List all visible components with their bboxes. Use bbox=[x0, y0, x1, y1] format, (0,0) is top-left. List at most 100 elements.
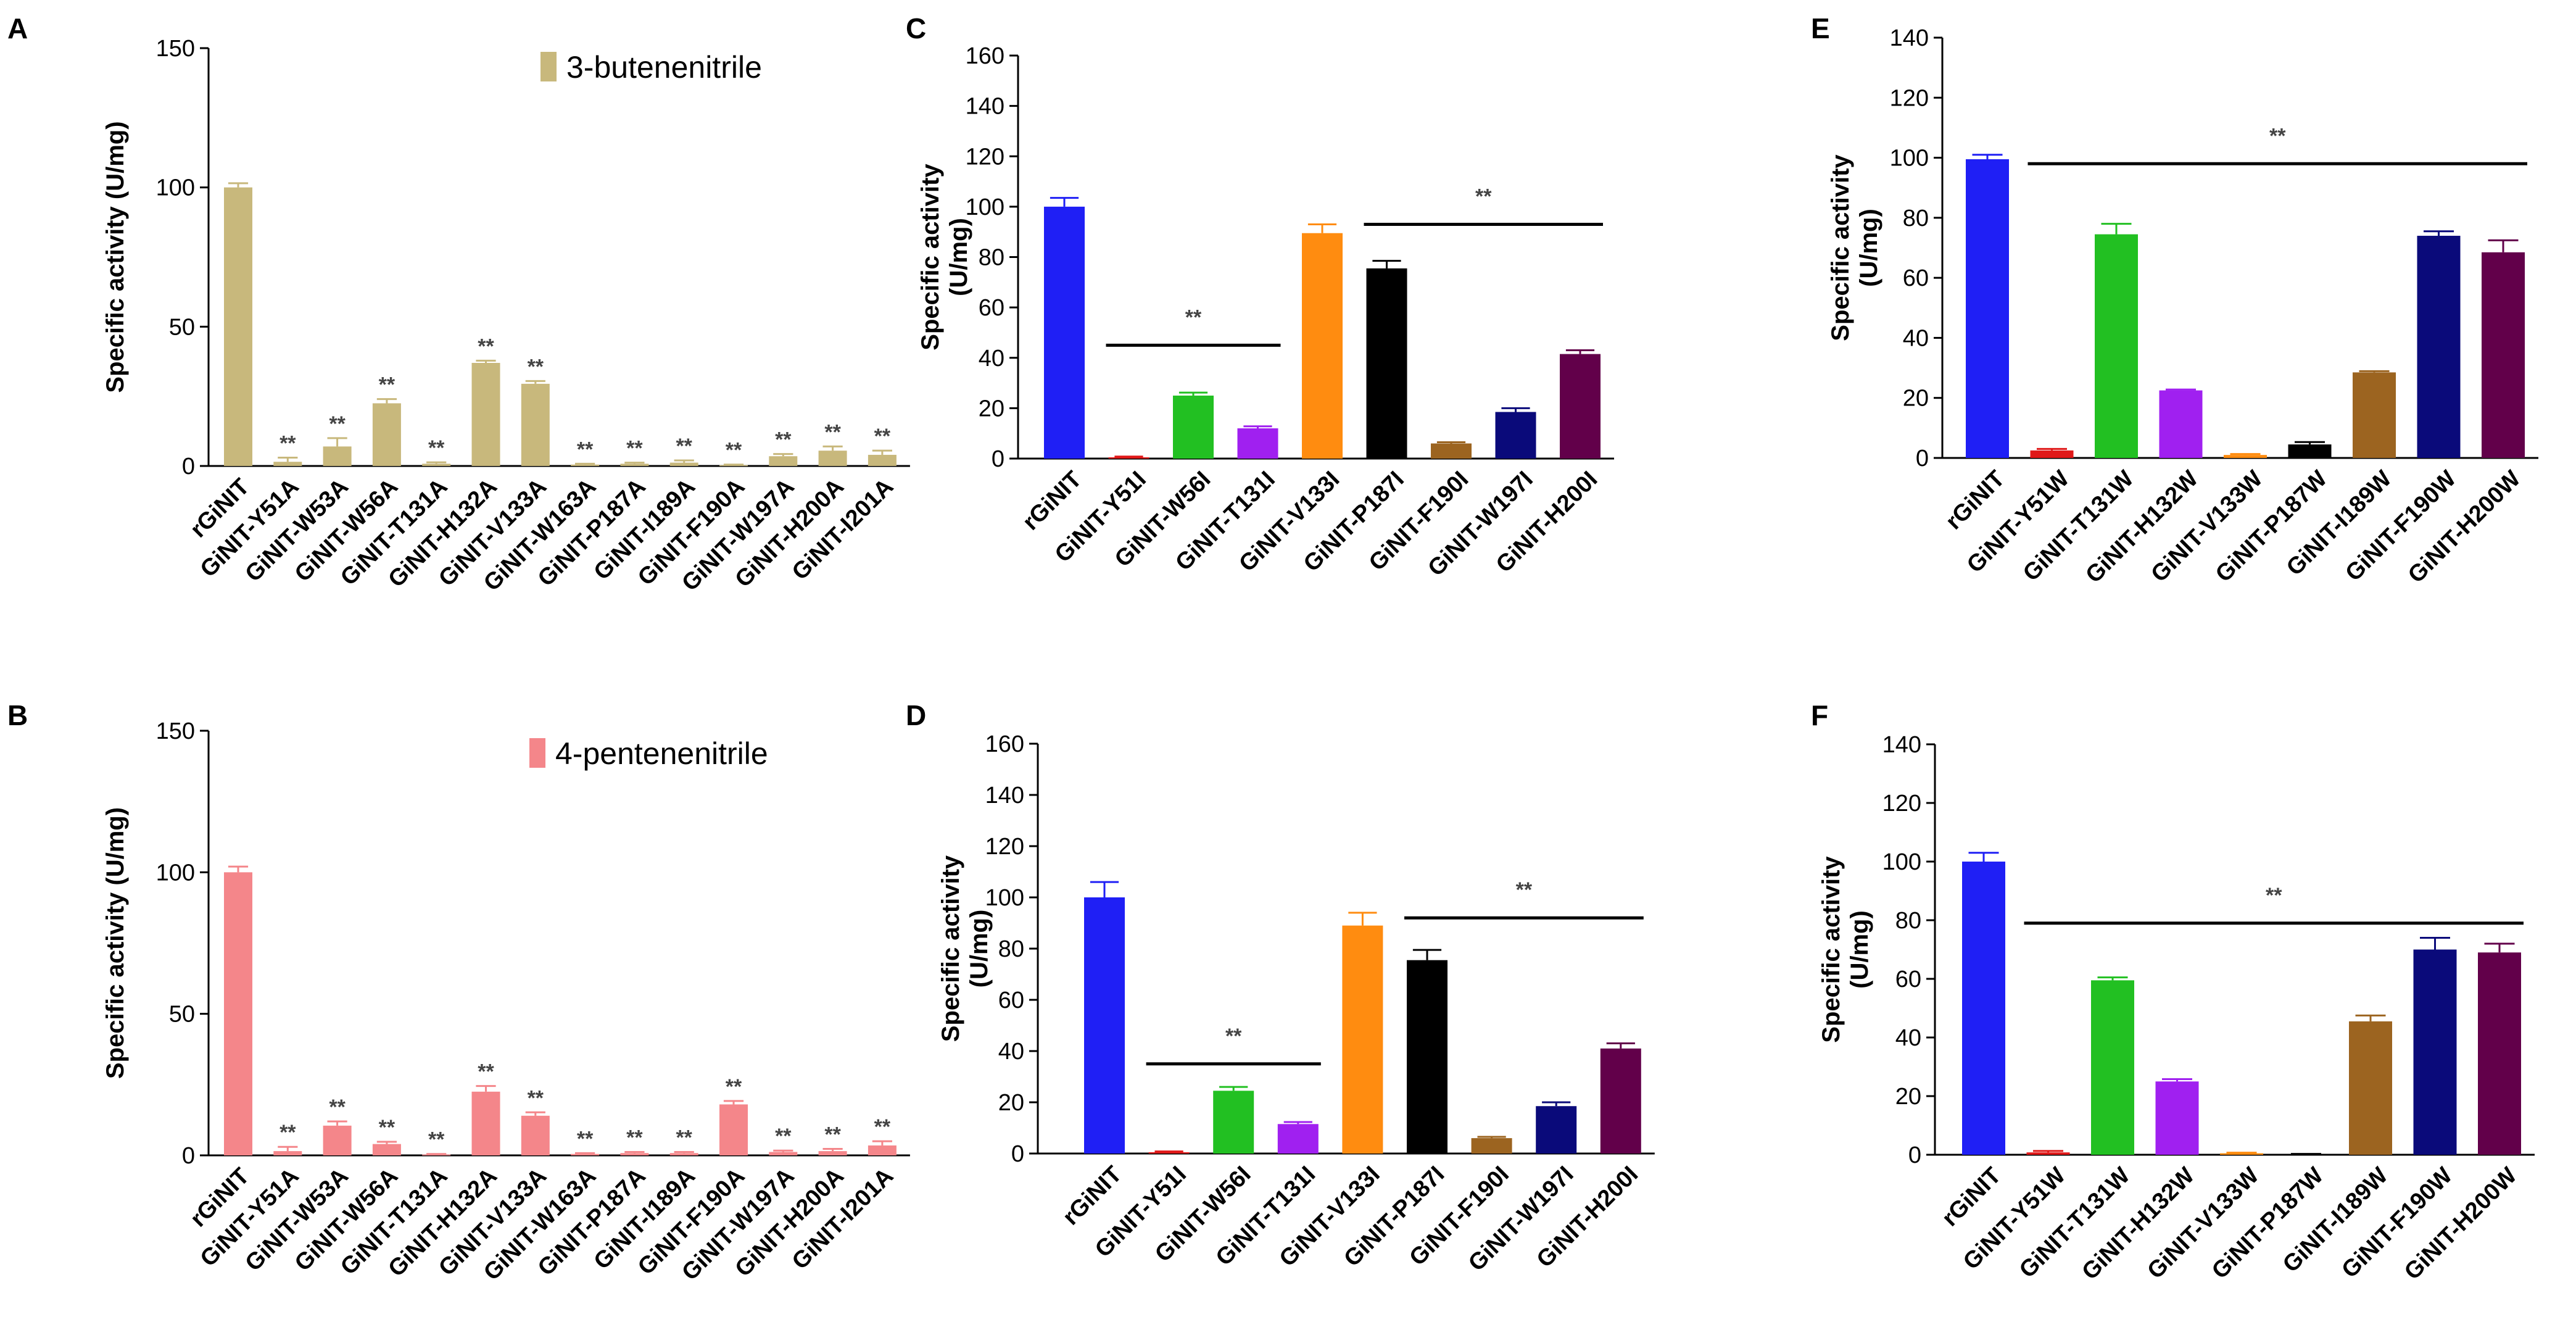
x-tick-label: GiNIT-H200W bbox=[2400, 1163, 2522, 1286]
bar bbox=[1084, 897, 1125, 1154]
x-tick-label: GiNIT-H132W bbox=[2081, 466, 2203, 589]
y-tick-label: 120 bbox=[1882, 791, 1921, 817]
significance-mark: ** bbox=[329, 1095, 346, 1119]
y-axis-label-line: Specific activity bbox=[937, 855, 964, 1042]
significance-mark: ** bbox=[1185, 306, 1202, 329]
significance-mark: ** bbox=[874, 425, 891, 448]
y-tick-label: 40 bbox=[979, 346, 1004, 372]
x-tick-label: GiNIT-T131W bbox=[2018, 466, 2139, 587]
y-tick-label: 0 bbox=[1908, 1142, 1921, 1168]
bar bbox=[422, 464, 451, 466]
bar bbox=[669, 1153, 698, 1155]
bar bbox=[2026, 1152, 2070, 1155]
bar bbox=[620, 464, 649, 466]
bar bbox=[224, 187, 252, 466]
significance-mark: ** bbox=[626, 1126, 643, 1149]
bar bbox=[1237, 428, 1278, 459]
bar bbox=[1600, 1048, 1641, 1154]
bar bbox=[323, 446, 352, 466]
y-tick-label: 40 bbox=[1903, 325, 1929, 351]
bar bbox=[818, 1151, 847, 1155]
panel-c: C 0 20 40 60 80 100 120 140 160 Specific activity(… bbox=[906, 12, 1614, 581]
bar bbox=[1407, 960, 1447, 1154]
bar bbox=[422, 1154, 451, 1156]
y-tick-label: 0 bbox=[1011, 1141, 1024, 1167]
significance-mark: ** bbox=[428, 1128, 445, 1152]
significance-mark: ** bbox=[2266, 884, 2282, 907]
y-tick-label: 100 bbox=[156, 860, 195, 886]
y-tick-label: 0 bbox=[182, 454, 195, 480]
y-tick-label: 100 bbox=[156, 175, 195, 201]
y-axis-label: Specific activity(U/mg) bbox=[1818, 856, 1873, 1043]
panel-letter: C bbox=[906, 12, 926, 44]
y-tick-label: 20 bbox=[998, 1090, 1024, 1116]
significance-mark: ** bbox=[676, 434, 692, 458]
y-axis-label: Specific activity (U/mg) bbox=[102, 121, 129, 393]
significance-mark: ** bbox=[824, 420, 841, 444]
x-tick-label: GiNIT-F190W bbox=[2337, 1163, 2458, 1284]
bar bbox=[1966, 159, 2009, 458]
significance-mark: ** bbox=[726, 1075, 742, 1099]
y-axis-label-line: Specific activity bbox=[1818, 856, 1845, 1043]
bar bbox=[1213, 1091, 1254, 1154]
panel-e: E 0 20 40 60 80 100 120 140 Specific activity(U/m… bbox=[1811, 12, 2538, 588]
bar bbox=[2220, 1153, 2263, 1155]
y-tick-label: 20 bbox=[1903, 386, 1929, 412]
panel-d: D 0 20 40 60 80 100 120 140 160 Specific activity(… bbox=[906, 699, 1655, 1276]
bar bbox=[372, 1144, 401, 1155]
y-tick-label: 140 bbox=[1890, 25, 1929, 51]
x-tick-label: GiNIT-T131W bbox=[2015, 1163, 2135, 1284]
y-tick-label: 40 bbox=[1895, 1025, 1921, 1051]
bar bbox=[2159, 390, 2203, 458]
significance-mark: ** bbox=[280, 1121, 296, 1144]
panel-letter: E bbox=[1811, 12, 1830, 44]
legend-swatch bbox=[540, 52, 557, 81]
significance-mark: ** bbox=[1516, 878, 1533, 902]
legend-label: 3-butenenitrile bbox=[566, 50, 762, 85]
significance-mark: ** bbox=[626, 437, 643, 460]
y-axis-label-line: (U/mg) bbox=[966, 910, 993, 988]
y-tick-label: 80 bbox=[1895, 908, 1921, 934]
y-tick-label: 140 bbox=[966, 94, 1004, 120]
bar bbox=[1495, 412, 1536, 459]
y-tick-label: 60 bbox=[1895, 967, 1921, 992]
y-tick-label: 140 bbox=[1882, 732, 1921, 758]
bar bbox=[1366, 268, 1407, 459]
bar bbox=[2288, 444, 2332, 458]
bar bbox=[521, 1115, 550, 1155]
bar bbox=[769, 1152, 798, 1155]
bar bbox=[1044, 206, 1085, 459]
legend-swatch bbox=[529, 738, 545, 768]
y-axis-label-line: Specific activity bbox=[917, 164, 944, 351]
bar bbox=[224, 872, 252, 1155]
y-axis-label: Specific activity(U/mg) bbox=[937, 855, 993, 1042]
y-tick-label: 100 bbox=[1890, 146, 1929, 172]
x-tick-label: GiNIT-V133W bbox=[2146, 466, 2267, 588]
y-tick-label: 60 bbox=[1903, 265, 1929, 291]
panel-letter: D bbox=[906, 699, 926, 731]
x-tick-label: GiNIT-V133W bbox=[2142, 1163, 2264, 1284]
bar bbox=[1108, 457, 1149, 459]
significance-mark: ** bbox=[528, 355, 544, 378]
panel-letter: A bbox=[7, 12, 28, 44]
significance-mark: ** bbox=[726, 439, 742, 462]
y-tick-label: 50 bbox=[169, 1002, 195, 1028]
significance-mark: ** bbox=[478, 1060, 494, 1084]
x-tick-label: GiNIT-H200W bbox=[2403, 466, 2526, 589]
significance-mark: ** bbox=[775, 428, 792, 452]
panel-letter: B bbox=[7, 699, 28, 731]
panel-f: F 0 20 40 60 80 100 120 140 Specific activity(U/m… bbox=[1811, 699, 2535, 1285]
y-tick-label: 100 bbox=[1882, 849, 1921, 875]
significance-mark: ** bbox=[775, 1125, 792, 1148]
bar bbox=[571, 1154, 600, 1155]
bar bbox=[1962, 862, 2005, 1155]
significance-mark: ** bbox=[379, 1116, 396, 1139]
bar bbox=[2353, 372, 2396, 458]
bar bbox=[1277, 1124, 1319, 1154]
bar bbox=[521, 383, 550, 466]
significance-mark: ** bbox=[1475, 185, 1492, 208]
y-tick-label: 80 bbox=[1903, 206, 1929, 231]
y-tick-label: 120 bbox=[985, 834, 1024, 860]
bar bbox=[571, 464, 600, 466]
